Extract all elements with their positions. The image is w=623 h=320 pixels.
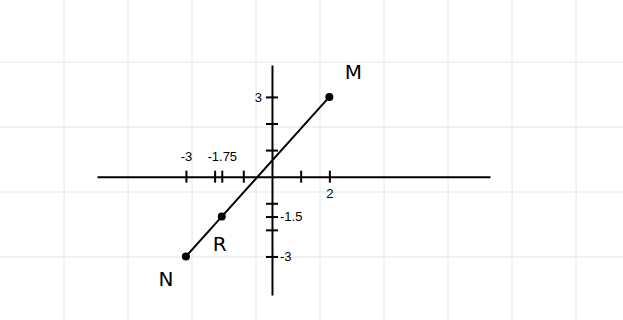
y-tick-label: -1.5: [280, 209, 302, 224]
paper-line: [0, 62, 623, 63]
x-axis: -3 -1.75 2: [98, 149, 491, 201]
y-tick: [266, 150, 278, 151]
y-tick-mark: [266, 216, 278, 218]
y-axis-line: [271, 66, 273, 296]
x-tick: [243, 171, 244, 183]
plot-area: [182, 93, 333, 261]
y-tick-mark: [266, 256, 278, 258]
chart: -3 -1.75 2 3 -1.5 -3 N R M: [0, 0, 623, 320]
x-tick: -1.75: [207, 149, 237, 183]
x-tick: [215, 171, 216, 183]
x-tick-mark: [243, 171, 245, 183]
paper-line: [0, 192, 623, 193]
point: [325, 93, 333, 101]
x-tick-mark: [214, 171, 216, 183]
point: [218, 213, 226, 221]
point-label: M: [345, 60, 362, 84]
x-tick: 2: [326, 171, 333, 201]
x-tick-mark: [329, 171, 331, 183]
x-tick: -3: [181, 149, 193, 183]
x-tick-label: -1.75: [207, 149, 237, 164]
paper-line: [256, 0, 257, 320]
x-axis-line: [98, 176, 491, 178]
x-tick-label: 2: [326, 186, 333, 201]
x-tick-mark: [221, 171, 223, 183]
point-labels: N R M: [158, 60, 362, 292]
y-tick-mark: [266, 150, 278, 152]
y-tick: 3: [255, 90, 278, 105]
paper-line: [576, 0, 577, 320]
paper-line: [448, 0, 449, 320]
y-tick: [266, 203, 278, 204]
y-tick: [266, 123, 278, 124]
y-tick-mark: [266, 203, 278, 205]
y-tick-label: -3: [280, 249, 292, 264]
paper-line: [64, 0, 65, 320]
x-tick-mark: [185, 171, 187, 183]
point-label: N: [158, 267, 173, 291]
x-tick-mark: [300, 171, 302, 183]
y-tick-mark: [266, 96, 278, 98]
y-tick: -1.5: [266, 209, 302, 224]
paper-line: [512, 0, 513, 320]
y-tick-mark: [266, 123, 278, 125]
segment-line: [186, 97, 329, 257]
point-label: R: [213, 232, 227, 256]
y-tick: [266, 230, 278, 231]
paper-line: [128, 0, 129, 320]
paper-line: [0, 127, 623, 128]
y-tick-mark: [266, 229, 278, 231]
paper-lines: [0, 0, 623, 320]
paper-line: [0, 257, 623, 258]
y-axis: 3 -1.5 -3: [255, 66, 303, 296]
point: [182, 252, 190, 260]
y-tick: -3: [266, 249, 292, 264]
paper-line: [384, 0, 385, 320]
x-tick-label: -3: [181, 149, 193, 164]
paper-line: [320, 0, 321, 320]
x-tick: [301, 171, 302, 183]
y-tick-label: 3: [255, 90, 262, 105]
